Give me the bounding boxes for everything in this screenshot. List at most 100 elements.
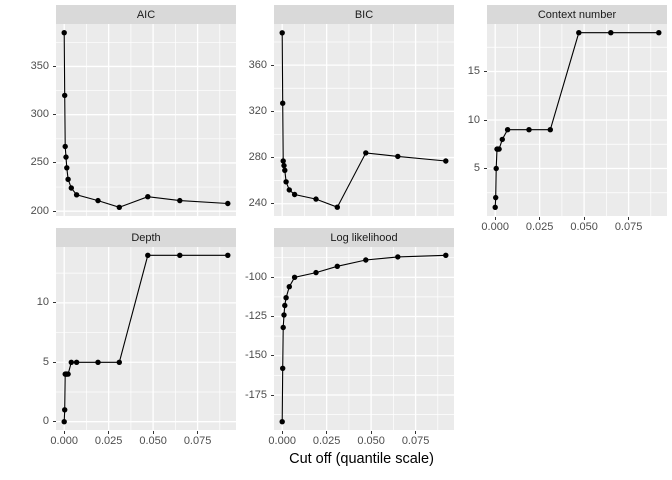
facet-bic: BIC <box>274 5 454 216</box>
facet-strip-label: AIC <box>136 8 156 21</box>
data-point <box>395 153 401 160</box>
data-point <box>291 274 298 280</box>
y-axis-tick <box>52 361 56 363</box>
data-point <box>225 252 231 258</box>
y-axis-tick <box>483 167 487 169</box>
y-tick-label: -100 <box>244 270 267 283</box>
x-axis-tick <box>326 431 328 434</box>
data-point <box>280 324 286 331</box>
x-axis-tick <box>370 431 372 434</box>
y-tick-label: 360 <box>248 58 267 71</box>
data-point <box>656 30 662 36</box>
data-point <box>547 127 553 133</box>
y-tick-label: 200 <box>30 204 49 217</box>
y-axis-tick <box>483 119 487 121</box>
data-point <box>363 257 369 263</box>
data-point <box>116 359 122 365</box>
data-point <box>282 302 288 309</box>
x-tick-label: 0.075 <box>401 435 430 447</box>
y-tick-label: 240 <box>248 197 267 210</box>
data-point <box>576 30 582 36</box>
x-axis-tick <box>583 217 585 220</box>
data-point <box>395 254 401 260</box>
plot-area-svg <box>56 247 236 430</box>
facet-strip-label: Context number <box>537 8 617 21</box>
data-point <box>64 165 70 171</box>
data-point <box>225 200 231 207</box>
facet-aic: AIC <box>56 5 236 216</box>
data-point <box>493 194 499 201</box>
y-axis-tick <box>52 65 56 67</box>
x-axis-tick <box>152 431 154 434</box>
x-axis-tick <box>415 431 417 434</box>
x-tick-label: 0.050 <box>139 435 167 447</box>
y-axis-tick <box>52 210 56 212</box>
data-point <box>62 143 68 150</box>
data-point <box>95 359 101 365</box>
y-axis-tick <box>483 71 487 72</box>
data-point <box>283 295 289 301</box>
facet-context-number: Context number <box>487 5 667 216</box>
y-tick-label: -125 <box>244 310 267 323</box>
y-axis-tick <box>270 203 274 205</box>
data-point <box>286 187 292 193</box>
y-tick-label: 0 <box>42 415 49 428</box>
x-tick-label: 0.000 <box>50 435 78 447</box>
data-point <box>65 176 71 182</box>
x-tick-label: 0.050 <box>357 435 385 447</box>
y-axis-tick <box>270 394 274 396</box>
facet-strip-aic: AIC <box>56 5 236 24</box>
y-axis-tick <box>52 421 56 423</box>
y-axis-tick <box>270 110 274 112</box>
x-tick-label: 0.025 <box>94 435 123 447</box>
data-line <box>63 254 228 422</box>
data-point <box>63 154 69 160</box>
data-point <box>291 191 298 198</box>
y-axis-tick <box>270 276 274 278</box>
data-point <box>61 419 67 425</box>
data-point <box>279 30 285 36</box>
data-point <box>496 146 502 152</box>
facet-depth: Depth <box>56 228 236 430</box>
y-axis-tick <box>270 355 274 357</box>
facet-strip-label: Depth <box>131 231 161 244</box>
facet-strip-context-number: Context number <box>487 5 667 24</box>
data-line <box>281 254 446 422</box>
data-point <box>499 136 505 143</box>
data-point <box>68 185 74 191</box>
x-tick-label: 0.050 <box>570 221 598 233</box>
plot-area-svg <box>487 24 667 216</box>
data-point <box>280 100 286 106</box>
data-point <box>608 30 614 36</box>
data-point <box>281 162 287 169</box>
data-point <box>334 263 340 269</box>
x-tick-label: 0.025 <box>525 221 554 233</box>
data-point <box>313 269 319 276</box>
y-tick-label: 320 <box>248 104 267 117</box>
x-tick-label: 0.000 <box>481 221 509 233</box>
y-tick-label: -150 <box>244 349 267 362</box>
x-axis-tick <box>281 431 283 434</box>
y-tick-label: 10 <box>467 113 480 126</box>
y-tick-label: -175 <box>244 388 267 401</box>
data-point <box>504 127 511 133</box>
data-point <box>443 158 449 164</box>
data-point <box>443 252 449 258</box>
facet-log-likelihood: Log likelihood <box>274 228 454 430</box>
data-point <box>73 359 80 365</box>
facet-strip-depth: Depth <box>56 228 236 247</box>
data-point <box>526 127 532 133</box>
y-axis-tick <box>270 316 274 318</box>
facet-panel-aic <box>56 24 236 216</box>
data-point <box>493 165 499 172</box>
y-tick-label: 15 <box>467 65 480 77</box>
data-point <box>280 158 286 164</box>
facet-strip-bic: BIC <box>274 5 454 24</box>
y-tick-label: 280 <box>248 151 267 164</box>
data-point <box>116 204 122 210</box>
x-axis-tick <box>539 217 541 220</box>
y-axis-tick <box>270 157 274 159</box>
data-point <box>177 197 183 204</box>
data-line <box>281 32 446 208</box>
